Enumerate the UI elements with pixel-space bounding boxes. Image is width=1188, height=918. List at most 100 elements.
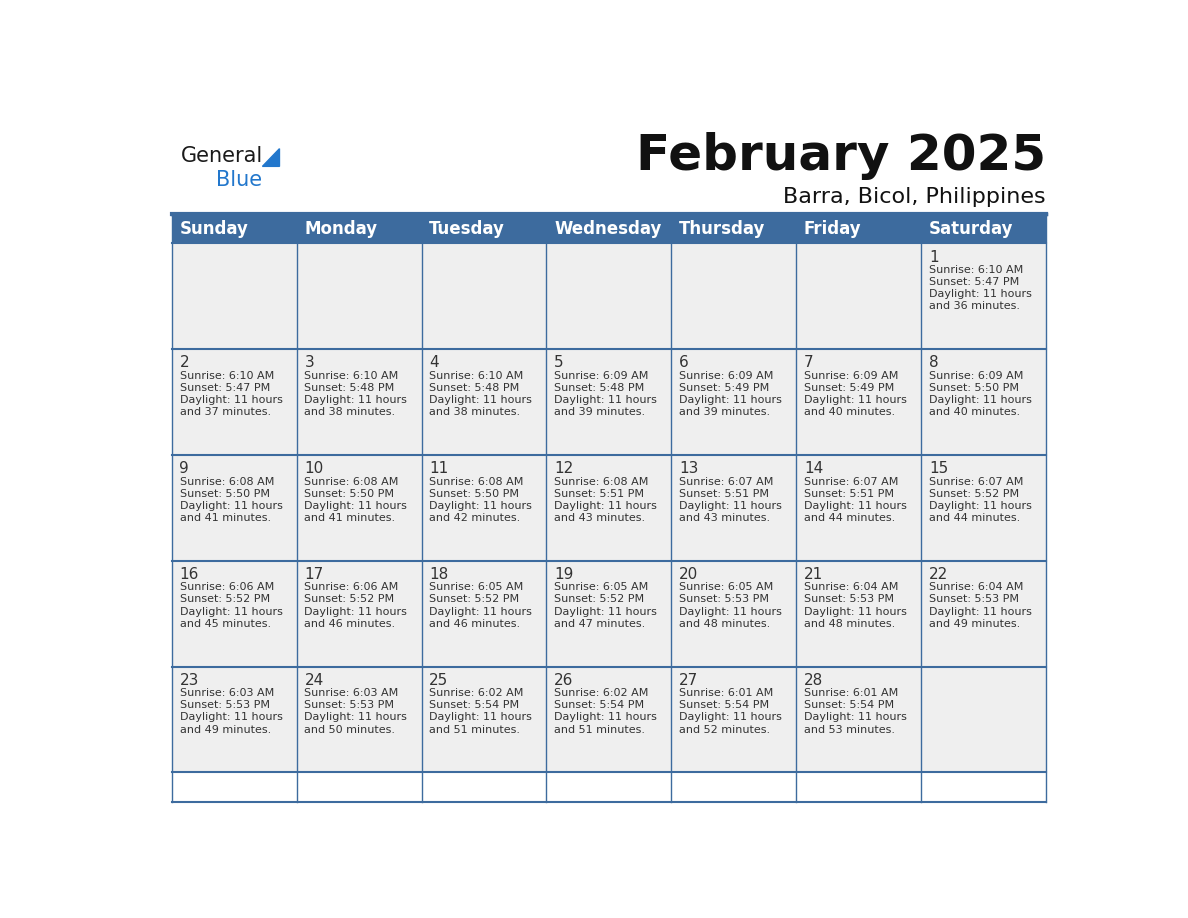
- Text: and 52 minutes.: and 52 minutes.: [680, 724, 770, 734]
- Text: 9: 9: [179, 461, 189, 476]
- Bar: [172, 455, 297, 561]
- Bar: [172, 561, 297, 666]
- Text: Sunset: 5:53 PM: Sunset: 5:53 PM: [304, 700, 394, 711]
- Text: Daylight: 11 hours: Daylight: 11 hours: [804, 395, 906, 405]
- Bar: [796, 455, 921, 561]
- Text: Sunrise: 6:08 AM: Sunrise: 6:08 AM: [429, 476, 524, 487]
- Text: and 38 minutes.: and 38 minutes.: [429, 408, 520, 417]
- Text: 13: 13: [680, 461, 699, 476]
- Text: Sunrise: 6:06 AM: Sunrise: 6:06 AM: [304, 582, 399, 592]
- Text: 21: 21: [804, 567, 823, 582]
- Text: Sunrise: 6:07 AM: Sunrise: 6:07 AM: [804, 476, 898, 487]
- Text: Sunrise: 6:09 AM: Sunrise: 6:09 AM: [680, 371, 773, 381]
- Text: and 40 minutes.: and 40 minutes.: [804, 408, 895, 417]
- Text: and 53 minutes.: and 53 minutes.: [804, 724, 895, 734]
- Text: Daylight: 11 hours: Daylight: 11 hours: [929, 607, 1031, 617]
- Text: Daylight: 11 hours: Daylight: 11 hours: [304, 712, 407, 722]
- Text: Sunrise: 6:07 AM: Sunrise: 6:07 AM: [680, 476, 773, 487]
- Text: Sunrise: 6:05 AM: Sunrise: 6:05 AM: [429, 582, 524, 592]
- Text: 8: 8: [929, 355, 939, 370]
- Text: Daylight: 11 hours: Daylight: 11 hours: [680, 395, 782, 405]
- Bar: [297, 455, 422, 561]
- Text: 19: 19: [554, 567, 574, 582]
- Text: 2: 2: [179, 355, 189, 370]
- Text: and 39 minutes.: and 39 minutes.: [680, 408, 770, 417]
- Text: and 36 minutes.: and 36 minutes.: [929, 301, 1019, 311]
- Text: 12: 12: [554, 461, 574, 476]
- Text: Sunset: 5:52 PM: Sunset: 5:52 PM: [554, 595, 644, 604]
- Text: Wednesday: Wednesday: [554, 219, 662, 238]
- Text: Daylight: 11 hours: Daylight: 11 hours: [804, 501, 906, 510]
- Text: Sunset: 5:49 PM: Sunset: 5:49 PM: [680, 383, 770, 393]
- Text: Daylight: 11 hours: Daylight: 11 hours: [554, 607, 657, 617]
- Text: Daylight: 11 hours: Daylight: 11 hours: [929, 395, 1031, 405]
- Text: Sunrise: 6:10 AM: Sunrise: 6:10 AM: [429, 371, 524, 381]
- Text: and 51 minutes.: and 51 minutes.: [554, 724, 645, 734]
- Text: Sunset: 5:47 PM: Sunset: 5:47 PM: [179, 383, 270, 393]
- Text: Sunset: 5:47 PM: Sunset: 5:47 PM: [929, 277, 1019, 287]
- Text: Sunrise: 6:01 AM: Sunrise: 6:01 AM: [804, 688, 898, 698]
- Text: and 50 minutes.: and 50 minutes.: [304, 724, 396, 734]
- Text: Daylight: 11 hours: Daylight: 11 hours: [680, 712, 782, 722]
- Text: Sunset: 5:51 PM: Sunset: 5:51 PM: [804, 488, 893, 498]
- Text: Saturday: Saturday: [929, 219, 1013, 238]
- Text: and 49 minutes.: and 49 minutes.: [179, 724, 271, 734]
- Text: and 39 minutes.: and 39 minutes.: [554, 408, 645, 417]
- Text: and 40 minutes.: and 40 minutes.: [929, 408, 1020, 417]
- Bar: [796, 666, 921, 772]
- Text: Sunset: 5:54 PM: Sunset: 5:54 PM: [680, 700, 769, 711]
- Text: Sunset: 5:53 PM: Sunset: 5:53 PM: [680, 595, 769, 604]
- Text: Sunset: 5:54 PM: Sunset: 5:54 PM: [429, 700, 519, 711]
- Text: Daylight: 11 hours: Daylight: 11 hours: [179, 501, 283, 510]
- Text: Sunset: 5:53 PM: Sunset: 5:53 PM: [929, 595, 1019, 604]
- Text: Daylight: 11 hours: Daylight: 11 hours: [554, 395, 657, 405]
- Text: and 37 minutes.: and 37 minutes.: [179, 408, 271, 417]
- Text: Sunset: 5:50 PM: Sunset: 5:50 PM: [429, 488, 519, 498]
- Bar: [546, 349, 671, 455]
- Bar: [671, 666, 796, 772]
- Bar: [671, 561, 796, 666]
- Bar: [671, 349, 796, 455]
- Text: Daylight: 11 hours: Daylight: 11 hours: [929, 501, 1031, 510]
- Bar: [297, 666, 422, 772]
- Text: 14: 14: [804, 461, 823, 476]
- Text: Sunset: 5:52 PM: Sunset: 5:52 PM: [929, 488, 1019, 498]
- Bar: [546, 561, 671, 666]
- Text: Sunrise: 6:01 AM: Sunrise: 6:01 AM: [680, 688, 773, 698]
- Text: Sunset: 5:54 PM: Sunset: 5:54 PM: [804, 700, 895, 711]
- Text: Sunrise: 6:02 AM: Sunrise: 6:02 AM: [429, 688, 524, 698]
- Text: Daylight: 11 hours: Daylight: 11 hours: [929, 289, 1031, 299]
- Bar: [422, 455, 546, 561]
- Text: Sunset: 5:52 PM: Sunset: 5:52 PM: [429, 595, 519, 604]
- Bar: [546, 243, 671, 349]
- Bar: [422, 561, 546, 666]
- Text: Daylight: 11 hours: Daylight: 11 hours: [680, 501, 782, 510]
- Bar: [921, 349, 1045, 455]
- Bar: [671, 455, 796, 561]
- Bar: [172, 666, 297, 772]
- Polygon shape: [263, 149, 279, 166]
- Text: Daylight: 11 hours: Daylight: 11 hours: [804, 712, 906, 722]
- Text: Sunrise: 6:09 AM: Sunrise: 6:09 AM: [554, 371, 649, 381]
- Text: and 41 minutes.: and 41 minutes.: [304, 513, 396, 523]
- Text: and 44 minutes.: and 44 minutes.: [804, 513, 896, 523]
- Text: Daylight: 11 hours: Daylight: 11 hours: [554, 501, 657, 510]
- Text: Blue: Blue: [216, 170, 263, 190]
- Text: Sunset: 5:48 PM: Sunset: 5:48 PM: [304, 383, 394, 393]
- Bar: [921, 561, 1045, 666]
- Text: Sunrise: 6:04 AM: Sunrise: 6:04 AM: [929, 582, 1023, 592]
- Text: Tuesday: Tuesday: [429, 219, 505, 238]
- Text: Sunday: Sunday: [179, 219, 248, 238]
- Bar: [297, 349, 422, 455]
- Text: Sunrise: 6:09 AM: Sunrise: 6:09 AM: [929, 371, 1023, 381]
- Bar: [172, 243, 297, 349]
- Text: Daylight: 11 hours: Daylight: 11 hours: [429, 607, 532, 617]
- Bar: [921, 455, 1045, 561]
- Text: 18: 18: [429, 567, 449, 582]
- Bar: [172, 214, 1045, 243]
- Text: 17: 17: [304, 567, 323, 582]
- Text: Daylight: 11 hours: Daylight: 11 hours: [179, 607, 283, 617]
- Text: Friday: Friday: [804, 219, 861, 238]
- Bar: [796, 349, 921, 455]
- Text: and 43 minutes.: and 43 minutes.: [554, 513, 645, 523]
